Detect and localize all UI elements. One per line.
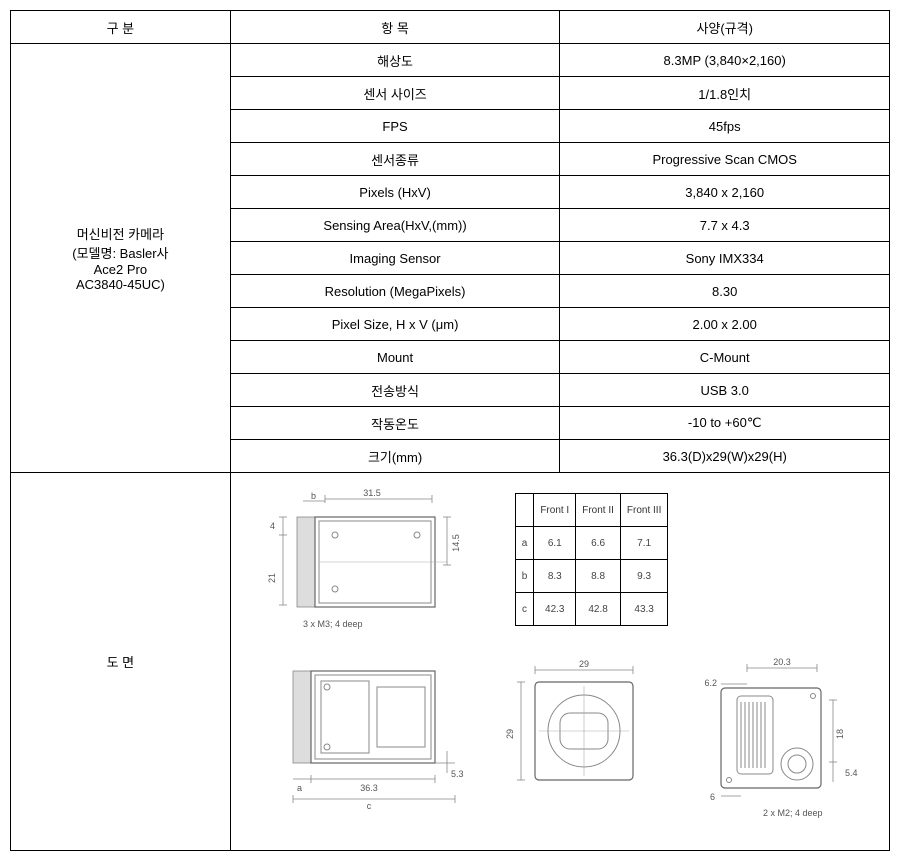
cell: b xyxy=(515,560,534,593)
category-line: (모델명: Basler사 xyxy=(17,243,224,262)
spec-cell: 7.7 x 4.3 xyxy=(560,209,890,242)
cell: 9.3 xyxy=(620,560,667,593)
table-row: a 6.1 6.6 7.1 xyxy=(515,527,668,560)
header-item: 항 목 xyxy=(230,11,560,44)
cell: Front I xyxy=(534,494,576,527)
note-text: 2 x M2; 4 deep xyxy=(763,808,823,818)
drawing-label-cell: 도 면 xyxy=(11,473,231,851)
header-category: 구 분 xyxy=(11,11,231,44)
dim-text: 4 xyxy=(270,521,275,531)
category-line: Ace2 Pro xyxy=(17,262,224,277)
spec-cell: 2.00 x 2.00 xyxy=(560,308,890,341)
dim-text: 18 xyxy=(835,729,845,739)
table-row: 머신비전 카메라 (모델명: Basler사 Ace2 Pro AC3840-4… xyxy=(11,44,890,77)
item-cell: 센서 사이즈 xyxy=(230,77,560,110)
item-cell: Sensing Area(HxV,(mm)) xyxy=(230,209,560,242)
drawing-row: 도 면 31.5 b xyxy=(11,473,890,851)
cell: 8.8 xyxy=(576,560,621,593)
cell: 8.3 xyxy=(534,560,576,593)
dim-text: 5.4 xyxy=(845,768,858,778)
spec-cell: C-Mount xyxy=(560,341,890,374)
item-cell: 크기(mm) xyxy=(230,440,560,473)
back-view-drawing: 20.3 6.2 xyxy=(685,656,865,836)
cell: Front III xyxy=(620,494,667,527)
cell: 42.8 xyxy=(576,593,621,626)
dim-text: 21 xyxy=(267,573,277,583)
cell: Front II xyxy=(576,494,621,527)
spec-cell: 8.3MP (3,840×2,160) xyxy=(560,44,890,77)
spec-cell: 45fps xyxy=(560,110,890,143)
item-cell: Pixels (HxV) xyxy=(230,176,560,209)
spec-cell: 3,840 x 2,160 xyxy=(560,176,890,209)
cell: 43.3 xyxy=(620,593,667,626)
spec-cell: Sony IMX334 xyxy=(560,242,890,275)
dim-text: 6 xyxy=(710,792,715,802)
spec-cell: -10 to +60℃ xyxy=(560,407,890,440)
front-variant-table: Front I Front II Front III a 6.1 6.6 7.1 xyxy=(515,493,669,626)
dim-text: 5.3 xyxy=(451,769,464,779)
item-cell: Resolution (MegaPixels) xyxy=(230,275,560,308)
table-row: Front I Front II Front III xyxy=(515,494,668,527)
category-cell: 머신비전 카메라 (모델명: Basler사 Ace2 Pro AC3840-4… xyxy=(11,44,231,473)
spec-cell: 36.3(D)x29(W)x29(H) xyxy=(560,440,890,473)
dim-text: 29 xyxy=(579,659,589,669)
dim-text: b xyxy=(311,491,316,501)
dim-text: 20.3 xyxy=(773,657,791,667)
header-spec: 사양(규격) xyxy=(560,11,890,44)
cell: 6.6 xyxy=(576,527,621,560)
item-cell: 전송방식 xyxy=(230,374,560,407)
item-cell: Pixel Size, H x V (μm) xyxy=(230,308,560,341)
spec-cell: 8.30 xyxy=(560,275,890,308)
category-line: AC3840-45UC) xyxy=(17,277,224,292)
dim-text: 36.3 xyxy=(360,783,378,793)
table-row: c 42.3 42.8 43.3 xyxy=(515,593,668,626)
cell: 6.1 xyxy=(534,527,576,560)
category-line: 머신비전 카메라 xyxy=(17,224,224,243)
item-cell: FPS xyxy=(230,110,560,143)
item-cell: 센서종류 xyxy=(230,143,560,176)
dim-text: 29 xyxy=(505,729,515,739)
spec-cell: 1/1.8인치 xyxy=(560,77,890,110)
front-view-drawing: 29 29 xyxy=(505,656,655,816)
spec-cell: USB 3.0 xyxy=(560,374,890,407)
spec-cell: Progressive Scan CMOS xyxy=(560,143,890,176)
table-row: b 8.3 8.8 9.3 xyxy=(515,560,668,593)
cell: 42.3 xyxy=(534,593,576,626)
side-view-drawing: a 36.3 c 5.3 xyxy=(247,651,477,811)
cell xyxy=(515,494,534,527)
drawing-left-col: 31.5 b 4 21 xyxy=(247,487,477,811)
dim-text: 6.2 xyxy=(704,678,717,688)
cell: 7.1 xyxy=(620,527,667,560)
item-cell: Mount xyxy=(230,341,560,374)
item-cell: 해상도 xyxy=(230,44,560,77)
item-cell: 작동온도 xyxy=(230,407,560,440)
drawing-wrap: 31.5 b 4 21 xyxy=(237,477,883,846)
drawing-cell: 31.5 b 4 21 xyxy=(230,473,889,851)
dim-text: c xyxy=(367,801,372,811)
drawing-right-col: Front I Front II Front III a 6.1 6.6 7.1 xyxy=(505,487,865,836)
dim-text: 14.5 xyxy=(451,534,461,552)
top-view-drawing: 31.5 b 4 21 xyxy=(247,487,477,637)
cell: c xyxy=(515,593,534,626)
dim-text: a xyxy=(297,783,302,793)
note-text: 3 x M3; 4 deep xyxy=(303,619,363,629)
dim-text: 31.5 xyxy=(363,488,381,498)
item-cell: Imaging Sensor xyxy=(230,242,560,275)
header-row: 구 분 항 목 사양(규격) xyxy=(11,11,890,44)
spec-table: 구 분 항 목 사양(규격) 머신비전 카메라 (모델명: Basler사 Ac… xyxy=(10,10,890,851)
cell: a xyxy=(515,527,534,560)
